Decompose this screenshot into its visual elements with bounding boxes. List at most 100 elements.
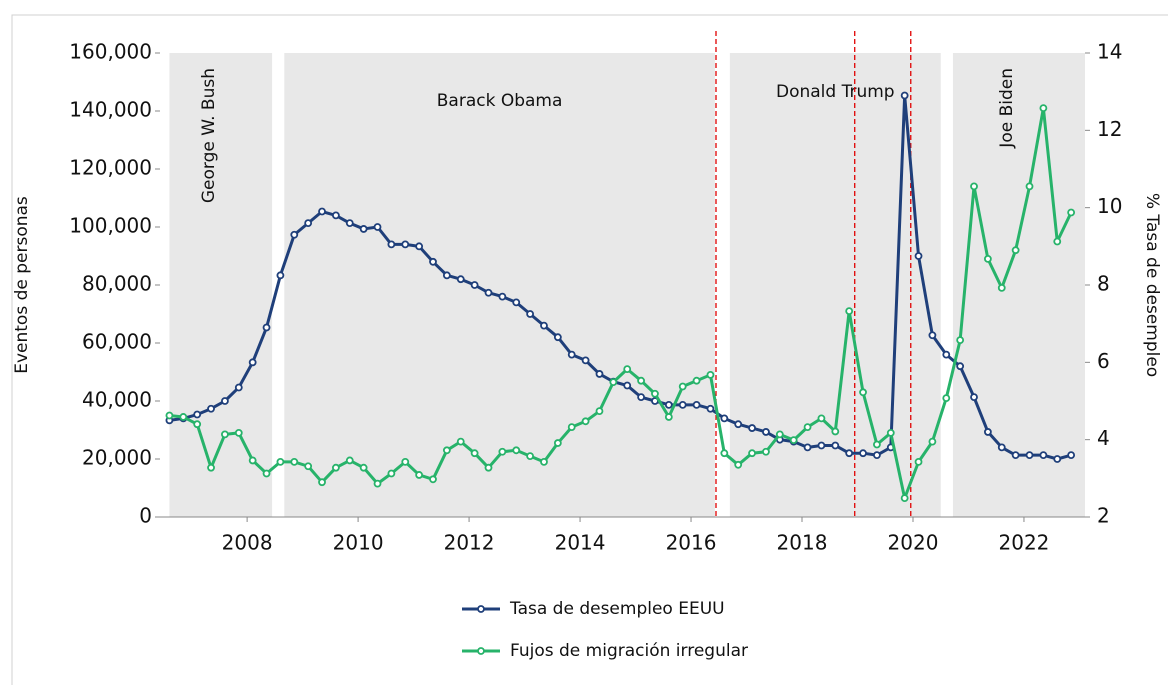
point [734,420,743,429]
x-tick-label: 2018 [777,531,828,555]
band-label: Donald Trump [776,82,895,102]
point [706,370,715,379]
y-tick-label: 100,000 [69,214,152,238]
point [456,275,465,284]
point [331,463,340,472]
y-axis-label: Eventos de personas [12,196,32,374]
x-tick-label: 2008 [222,531,273,555]
point [997,443,1006,452]
point [720,414,729,423]
point [553,333,562,342]
point [276,457,285,466]
point [526,310,535,318]
point [678,382,687,391]
point [1067,451,1076,460]
y2-tick-label: 14 [1097,40,1122,64]
point [997,283,1006,292]
point [692,376,701,385]
point [706,404,715,413]
point [1039,451,1048,460]
point [762,447,770,456]
point [1053,455,1062,463]
point [484,288,493,297]
point [914,252,923,260]
point [248,358,257,367]
point [262,469,271,478]
point [415,471,424,479]
y-tick-label: 60,000 [82,330,152,354]
x-tick-label: 2016 [666,531,717,555]
band-label: Barack Obama [437,91,563,111]
point [234,383,243,392]
y2-axis-label: % Tasa de desempleo [1142,193,1162,377]
point [762,428,770,436]
point [886,428,895,437]
point [290,457,299,466]
point [540,457,548,466]
point [498,447,507,456]
point [983,254,992,263]
point [664,413,673,421]
point [970,182,978,191]
point [942,350,951,359]
point [775,430,784,439]
point [207,463,215,472]
legend-marker [477,605,485,613]
x-tick-label: 2022 [999,531,1050,555]
point [873,451,881,460]
point [304,462,313,471]
point [595,407,604,416]
point [359,463,368,472]
point [456,437,465,446]
legend-label: Tasa de desempleo EEUU [509,599,725,619]
y-tick-label: 40,000 [82,388,152,412]
y-tick-label: 160,000 [69,40,152,64]
point [956,336,965,345]
point [429,257,437,266]
band-label: George W. Bush [199,68,219,203]
presidency-band [169,53,273,517]
point [207,404,215,413]
point [470,281,479,289]
point [651,389,659,398]
point [873,440,881,449]
point [664,400,673,409]
point [637,376,645,385]
point [304,219,313,228]
point [942,394,951,403]
point [415,242,424,251]
point [1025,451,1034,460]
y-tick-label: 0 [139,504,152,528]
y-tick-label: 140,000 [69,98,152,122]
point [789,436,798,445]
point [623,381,632,390]
x-tick-label: 2012 [444,531,495,555]
point [248,456,257,465]
point [553,439,562,447]
point [1039,104,1048,112]
x-tick-label: 2014 [555,531,606,555]
point [609,378,618,387]
bands [169,53,1085,517]
point [484,463,493,472]
point [831,427,840,436]
point [221,430,229,439]
point [983,428,992,436]
point [956,362,965,371]
point [845,449,854,458]
point [470,449,479,458]
point [1011,246,1020,255]
point [970,393,978,402]
point [318,478,326,487]
point [276,271,285,280]
point [859,449,867,458]
point [318,207,326,216]
point [678,400,687,409]
point [387,240,396,249]
point [581,417,590,426]
point [401,240,410,249]
point [498,292,507,301]
point [803,443,812,452]
